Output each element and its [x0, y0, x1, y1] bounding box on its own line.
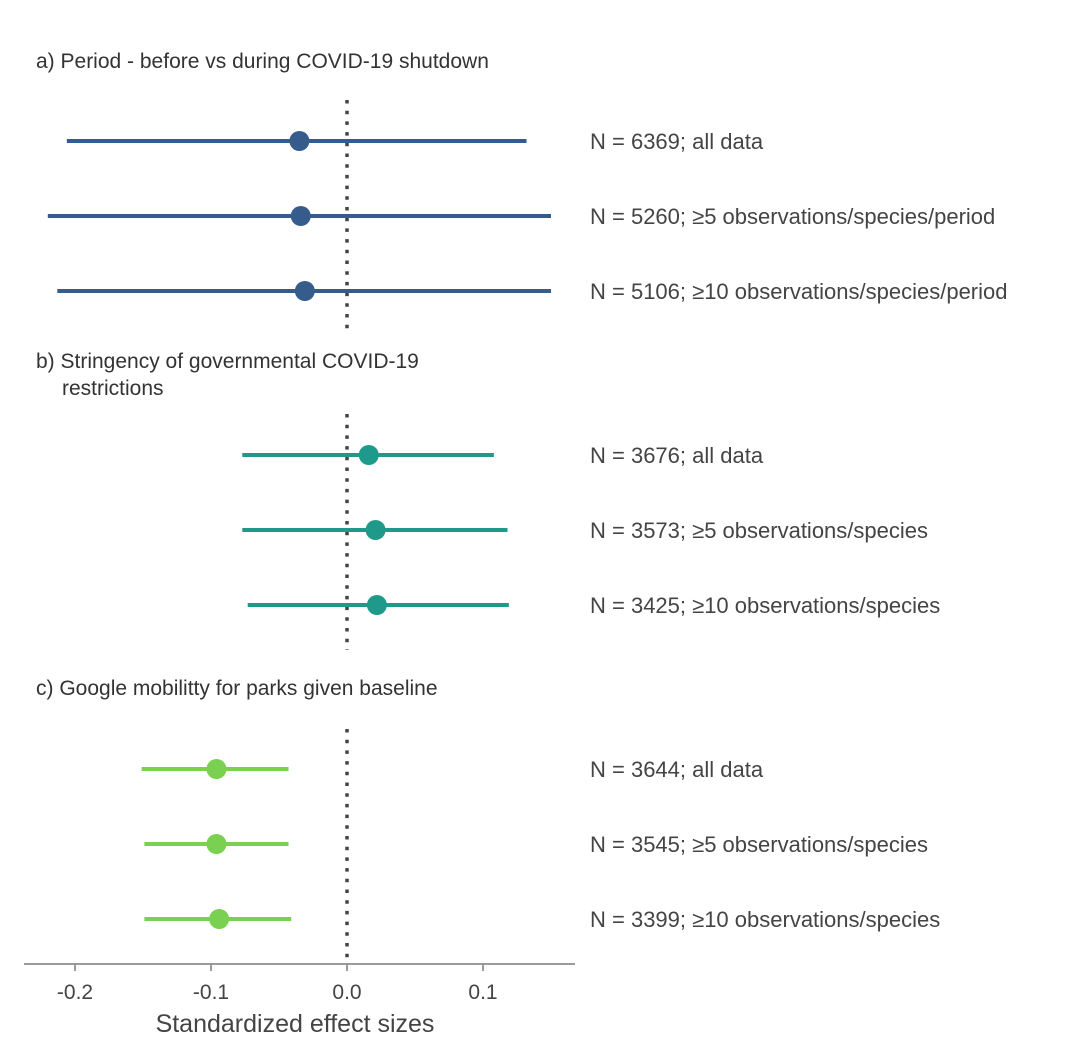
estimate-marks — [47, 131, 551, 929]
row-label: N = 3545; ≥5 observations/species — [590, 832, 928, 857]
estimate-point — [294, 281, 315, 301]
x-tick-label: -0.2 — [57, 981, 93, 1004]
panel-b-title: b) Stringency of governmental COVID-19 — [36, 350, 419, 373]
row-label: N = 6369; all data — [590, 129, 764, 154]
x-axis-ticks: -0.2 -0.1 0.0 0.1 — [57, 964, 498, 1004]
x-tick-label: 0.1 — [468, 981, 497, 1004]
estimate-point — [289, 131, 310, 151]
row-label: N = 5106; ≥10 observations/species/perio… — [590, 279, 1008, 304]
row-label: N = 3425; ≥10 observations/species — [590, 593, 940, 618]
x-tick-label: 0.0 — [332, 981, 361, 1004]
row-label: N = 3676; all data — [590, 443, 764, 468]
panel-c-title: c) Google mobilitty for parks given base… — [36, 677, 438, 700]
panel-b-title-line2: restrictions — [62, 377, 164, 400]
panel-a-title: a) Period - before vs during COVID-19 sh… — [36, 50, 489, 73]
estimate-point — [206, 759, 227, 779]
x-tick-label: -0.1 — [193, 981, 229, 1004]
estimate-point — [290, 206, 311, 226]
row-label: N = 3644; all data — [590, 757, 764, 782]
row-labels: N = 6369; all data N = 5260; ≥5 observati… — [590, 129, 1008, 932]
estimate-point — [365, 520, 386, 540]
x-axis-label: Standardized effect sizes — [156, 1010, 435, 1038]
row-label: N = 5260; ≥5 observations/species/period — [590, 204, 995, 229]
estimate-point — [366, 595, 387, 615]
row-label: N = 3573; ≥5 observations/species — [590, 518, 928, 543]
row-label: N = 3399; ≥10 observations/species — [590, 907, 940, 932]
estimate-point — [358, 445, 379, 465]
estimate-point — [209, 909, 230, 929]
estimate-point — [206, 834, 227, 854]
